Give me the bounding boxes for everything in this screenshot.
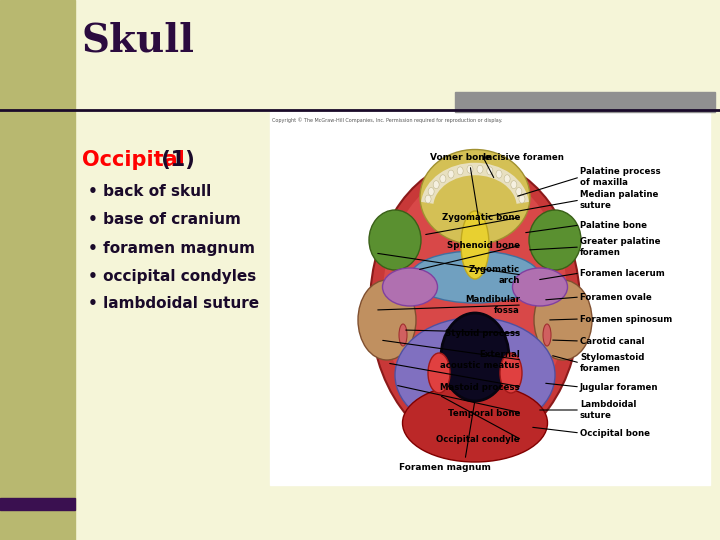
Text: Carotid canal: Carotid canal [580, 336, 644, 346]
Ellipse shape [425, 195, 431, 203]
Bar [455, 92, 715, 112]
Text: External
acoustic meatus: External acoustic meatus [441, 350, 520, 370]
Text: Jugular foramen: Jugular foramen [580, 382, 659, 392]
Text: Styloid process: Styloid process [445, 328, 520, 338]
Text: • back of skull: • back of skull [88, 185, 211, 199]
Ellipse shape [382, 170, 567, 430]
Text: • base of cranium: • base of cranium [88, 213, 241, 227]
Ellipse shape [420, 150, 530, 245]
Text: Foramen lacerum: Foramen lacerum [580, 268, 665, 278]
Ellipse shape [410, 251, 540, 303]
Bar [0, 0, 75, 540]
Ellipse shape [543, 324, 551, 346]
Ellipse shape [496, 170, 502, 178]
Text: Sphenoid bone: Sphenoid bone [447, 240, 520, 249]
Ellipse shape [395, 318, 555, 433]
Text: • foramen magnum: • foramen magnum [88, 240, 255, 255]
Bar [270, 112, 710, 485]
Text: Median palatine
suture: Median palatine suture [580, 190, 658, 210]
Ellipse shape [504, 175, 510, 183]
Ellipse shape [529, 210, 581, 270]
Text: Occipital condyle: Occipital condyle [436, 435, 520, 444]
Text: Stylomastoid
foramen: Stylomastoid foramen [580, 353, 644, 373]
Ellipse shape [358, 280, 416, 360]
Ellipse shape [448, 170, 454, 178]
Ellipse shape [534, 280, 592, 360]
Ellipse shape [519, 195, 525, 203]
Ellipse shape [370, 160, 580, 450]
Text: Foramen ovale: Foramen ovale [580, 293, 652, 301]
Text: Palatine process
of maxilla: Palatine process of maxilla [580, 167, 661, 187]
Text: Incisive foramen: Incisive foramen [483, 152, 564, 161]
Text: Zygomatic bone: Zygomatic bone [441, 213, 520, 221]
Ellipse shape [428, 353, 450, 393]
Bar [0, 498, 75, 510]
Text: Occipital: Occipital [82, 150, 185, 170]
Text: Copyright © The McGraw-Hill Companies, Inc. Permission required for reproduction: Copyright © The McGraw-Hill Companies, I… [272, 117, 503, 123]
Ellipse shape [461, 211, 489, 279]
Ellipse shape [487, 167, 492, 175]
Text: Zygomatic
arch: Zygomatic arch [469, 265, 520, 285]
Text: Skull: Skull [82, 21, 195, 59]
Ellipse shape [510, 181, 517, 188]
Ellipse shape [382, 268, 438, 306]
Ellipse shape [399, 324, 407, 346]
Text: Mastoid process: Mastoid process [441, 382, 520, 392]
Text: (1): (1) [154, 150, 194, 170]
Ellipse shape [513, 268, 567, 306]
Text: Foramen spinosum: Foramen spinosum [580, 314, 672, 323]
Text: Temporal bone: Temporal bone [448, 408, 520, 417]
Ellipse shape [457, 167, 463, 175]
Ellipse shape [402, 384, 547, 462]
Text: • lambdoidal suture: • lambdoidal suture [88, 296, 259, 312]
Text: Mandibular
fossa: Mandibular fossa [465, 295, 520, 315]
Ellipse shape [516, 187, 522, 195]
Text: Vomer bone: Vomer bone [430, 152, 490, 161]
Text: • occipital condyles: • occipital condyles [88, 268, 256, 284]
Text: Palatine bone: Palatine bone [580, 220, 647, 230]
Text: Foramen magnum: Foramen magnum [399, 462, 491, 471]
Ellipse shape [467, 165, 473, 173]
Ellipse shape [428, 187, 434, 195]
Ellipse shape [433, 181, 439, 188]
Ellipse shape [500, 353, 522, 393]
Ellipse shape [477, 165, 483, 173]
Text: Greater palatine
foramen: Greater palatine foramen [580, 237, 660, 256]
Text: Lambdoidal
suture: Lambdoidal suture [580, 400, 636, 420]
Text: Occipital bone: Occipital bone [580, 429, 650, 437]
Ellipse shape [441, 313, 509, 401]
Ellipse shape [369, 210, 421, 270]
Ellipse shape [440, 175, 446, 183]
